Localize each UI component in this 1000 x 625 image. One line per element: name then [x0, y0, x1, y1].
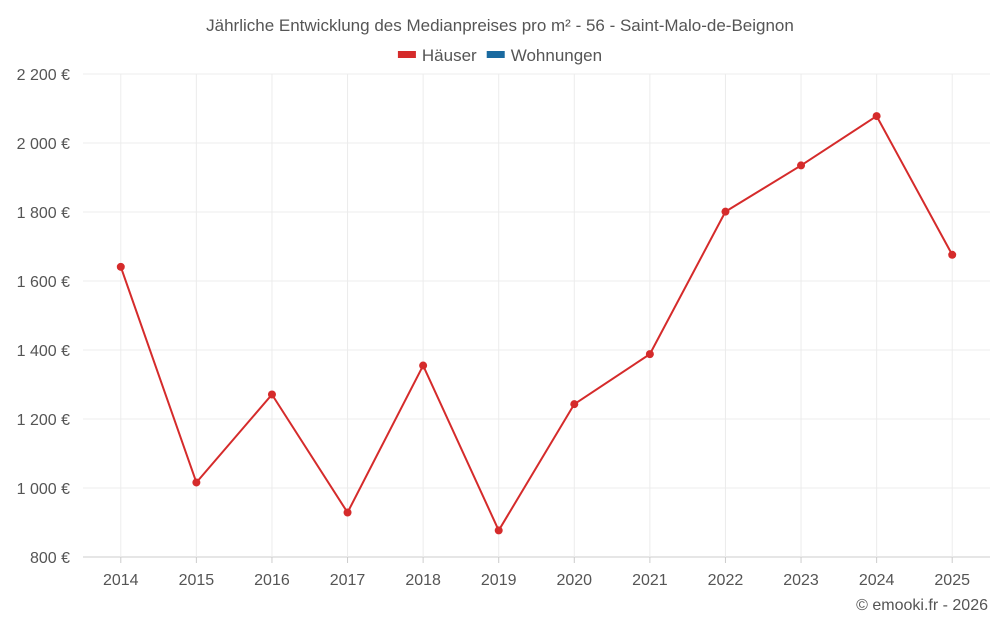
- legend-label: Wohnungen: [511, 46, 602, 65]
- x-tick-label: 2021: [632, 572, 668, 589]
- legend-swatch: [486, 51, 505, 58]
- x-tick-label: 2024: [859, 572, 895, 589]
- x-tick-label: 2023: [783, 572, 819, 589]
- data-point[interactable]: [343, 508, 352, 517]
- data-point[interactable]: [116, 262, 125, 271]
- x-axis: 2014 2015 2016 2017 2018 2019 2020 2021 2022 2023…: [103, 557, 970, 589]
- y-axis: 800 € 1 000 € 1 200 € 1 400 € 1 600 € 1 800 €…: [17, 67, 70, 567]
- grid: [83, 73, 990, 558]
- legend-swatch: [397, 51, 416, 58]
- data-point[interactable]: [948, 250, 957, 259]
- y-tick-label: 2 200 €: [17, 67, 70, 84]
- x-tick-label: 2018: [405, 572, 441, 589]
- data-point[interactable]: [721, 207, 730, 216]
- y-tick-label: 2 000 €: [17, 136, 70, 153]
- x-tick-label: 2019: [481, 572, 517, 589]
- x-tick-label: 2022: [708, 572, 744, 589]
- y-tick-label: 1 000 €: [17, 481, 70, 498]
- data-point[interactable]: [419, 361, 428, 370]
- x-tick-label: 2014: [103, 572, 139, 589]
- legend-label: Häuser: [422, 46, 477, 65]
- data-point[interactable]: [645, 350, 654, 359]
- legend-item-0[interactable]: Häuser: [397, 46, 477, 65]
- x-tick-label: 2020: [556, 572, 592, 589]
- legend-item-1[interactable]: Wohnungen: [486, 46, 602, 65]
- y-tick-label: 1 800 €: [17, 205, 70, 222]
- data-point[interactable]: [192, 478, 201, 487]
- data-point[interactable]: [570, 400, 579, 409]
- data-point[interactable]: [872, 112, 881, 121]
- data-point[interactable]: [267, 390, 276, 399]
- y-tick-label: 800 €: [30, 550, 70, 567]
- credit-text: © emooki.fr - 2026: [856, 597, 988, 614]
- x-tick-label: 2016: [254, 572, 290, 589]
- legend: Häuser Wohnungen: [397, 46, 602, 65]
- y-tick-label: 1 200 €: [17, 412, 70, 429]
- data-point[interactable]: [494, 526, 503, 535]
- x-tick-label: 2025: [934, 572, 970, 589]
- x-tick-label: 2017: [330, 572, 366, 589]
- series-line-0: [119, 115, 954, 532]
- data-point[interactable]: [797, 161, 806, 170]
- y-tick-label: 1 600 €: [17, 274, 70, 291]
- x-tick-label: 2015: [179, 572, 215, 589]
- y-tick-label: 1 400 €: [17, 343, 70, 360]
- chart-title: Jährliche Entwicklung des Medianpreises …: [206, 16, 794, 35]
- series-layer: [116, 112, 957, 535]
